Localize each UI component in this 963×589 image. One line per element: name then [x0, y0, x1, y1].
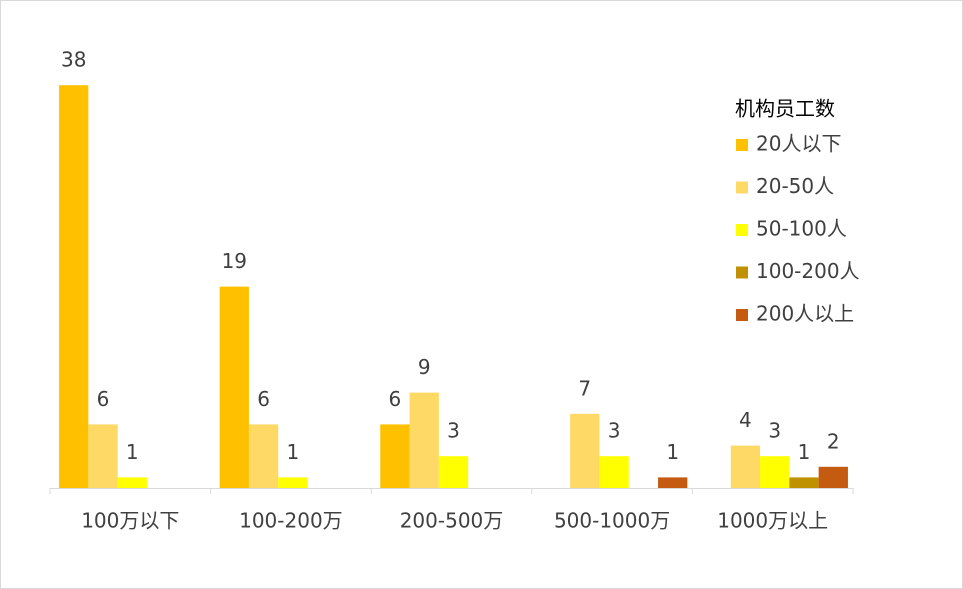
data-label: 1 — [126, 440, 139, 464]
legend-label: 20-50人 — [756, 174, 834, 198]
bar — [88, 424, 118, 488]
legend-swatch — [736, 309, 748, 321]
data-label: 3 — [768, 419, 781, 443]
data-label: 3 — [447, 419, 460, 443]
x-tick-label: 200-500万 — [400, 509, 504, 533]
legend-swatch — [736, 224, 748, 236]
data-label: 4 — [739, 408, 752, 432]
bar — [818, 466, 848, 488]
bar — [409, 392, 439, 488]
legend-swatch — [736, 181, 748, 194]
legend-label: 20人以下 — [756, 132, 841, 156]
legend-label: 200人以上 — [756, 302, 854, 326]
bar — [570, 413, 600, 488]
bar — [248, 424, 279, 488]
data-label: 1 — [798, 440, 811, 464]
bar — [278, 477, 308, 488]
bar — [730, 445, 761, 488]
legend-swatch — [736, 266, 748, 279]
x-tick-label: 100-200万 — [239, 509, 343, 533]
bar — [599, 456, 629, 488]
x-tick-label: 100万以下 — [81, 509, 179, 533]
data-label: 3 — [608, 419, 621, 443]
legend-label: 50-100人 — [756, 217, 847, 241]
bar — [59, 85, 89, 488]
legend-title: 机构员工数 — [735, 97, 835, 121]
x-tick-label: 1000万以上 — [717, 509, 828, 533]
data-label: 1 — [287, 440, 300, 464]
bar — [117, 477, 147, 488]
bar — [789, 477, 819, 488]
legend-label: 100-200人 — [756, 259, 860, 283]
bar — [219, 286, 249, 488]
data-label: 1 — [666, 440, 679, 464]
data-label: 6 — [257, 387, 270, 411]
data-label: 38 — [61, 48, 86, 72]
data-label: 19 — [222, 249, 247, 273]
data-label: 7 — [578, 376, 591, 400]
bar — [380, 424, 410, 488]
bar — [438, 456, 469, 488]
data-label: 9 — [418, 355, 431, 379]
bar — [658, 477, 688, 488]
data-label: 2 — [827, 429, 840, 453]
data-label: 6 — [97, 387, 110, 411]
x-tick-label: 500-1000万 — [554, 509, 670, 533]
data-label: 6 — [389, 387, 402, 411]
bar — [760, 456, 790, 488]
legend-swatch — [736, 139, 748, 151]
